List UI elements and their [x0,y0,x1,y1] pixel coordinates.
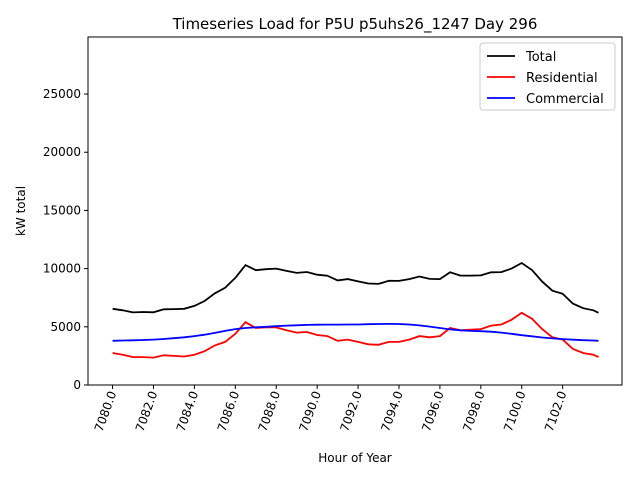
x-tick-label: 7080.0 [92,389,120,433]
y-tick-label: 0 [73,378,81,392]
x-tick-label: 7086.0 [215,389,243,433]
x-tick-label: 7092.0 [337,389,365,433]
x-tick-label: 7090.0 [296,389,324,433]
legend-label-total: Total [525,50,556,65]
legend-label-residential: Residential [526,71,598,86]
x-tick-label: 7082.0 [133,389,161,433]
series-line-total [112,261,599,314]
x-tick-label: 7102.0 [542,389,570,433]
x-tick-label: 7098.0 [460,389,488,433]
y-tick-label: 5000 [50,320,81,334]
y-tick-label: 15000 [43,203,81,217]
chart-title: Timeseries Load for P5U p5uhs26_1247 Day… [172,15,538,34]
x-tick-label: 7094.0 [378,389,406,433]
series-line-commercial [112,322,599,342]
legend-box [479,42,616,111]
x-axis: 7080.0 7082.0 7084.0 7086.0 7088.0 7090.0 7092… [92,385,570,433]
plot-area [112,261,599,359]
y-tick-label: 10000 [43,262,81,276]
axes-frame [87,36,623,386]
x-tick-label: 7084.0 [174,389,202,433]
x-axis-label: Hour of Year [318,451,392,465]
legend-label-commercial: Commercial [526,92,604,107]
y-tick-label: 25000 [43,87,81,101]
y-tick-label: 20000 [43,145,81,159]
x-tick-label: 7100.0 [501,389,529,433]
y-axis-label: kW total [14,186,28,236]
series-line-residential [112,311,599,359]
x-tick-label: 7096.0 [419,389,447,433]
x-tick-label: 7088.0 [256,389,284,433]
y-axis: 0 5000 10000 15000 20000 25000 [43,87,88,392]
legend: Total Residential Commercial [479,42,616,111]
